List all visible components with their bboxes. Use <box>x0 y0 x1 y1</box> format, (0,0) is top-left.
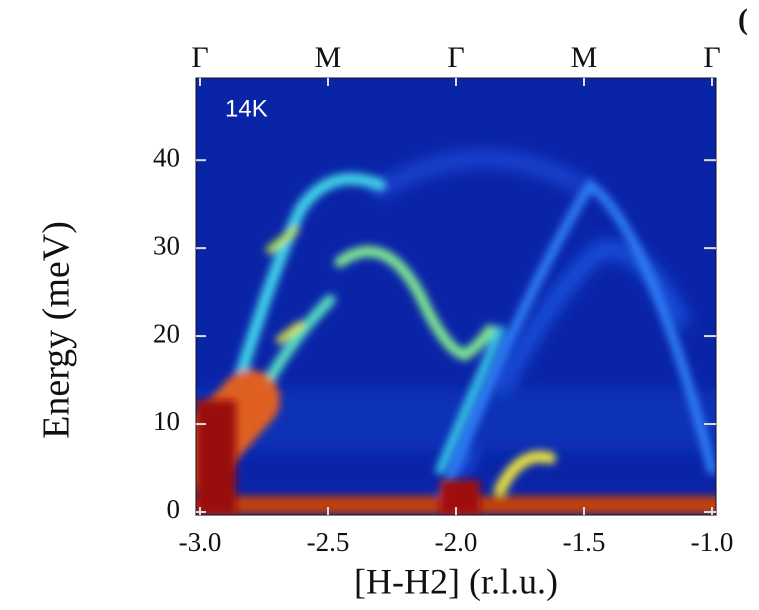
y-axis-label: Energy (meV) <box>36 221 78 439</box>
top-tick-label: M <box>315 41 342 74</box>
x-tick-label: -2.0 <box>435 527 478 557</box>
x-tick-label: -1.5 <box>563 527 606 557</box>
annotation: 14K <box>225 95 268 122</box>
top-tick-label: Γ <box>191 41 208 74</box>
heatmap <box>196 78 716 515</box>
y-tick-label: 20 <box>153 318 180 348</box>
y-tick-label: 10 <box>153 406 180 436</box>
y-tick-label: 40 <box>153 142 180 172</box>
y-tick-label: 30 <box>153 230 180 260</box>
top-tick-label: Γ <box>447 41 464 74</box>
x-tick-label: -1.0 <box>691 527 734 557</box>
panel-label: ( <box>738 3 748 36</box>
top-tick-label: M <box>571 41 598 74</box>
top-tick-label: Γ <box>703 41 720 74</box>
x-axis-label: [H-H2] (r.l.u.) <box>354 561 558 601</box>
y-tick-label: 0 <box>167 494 181 524</box>
x-tick-label: -3.0 <box>179 527 222 557</box>
x-tick-label: -2.5 <box>307 527 350 557</box>
